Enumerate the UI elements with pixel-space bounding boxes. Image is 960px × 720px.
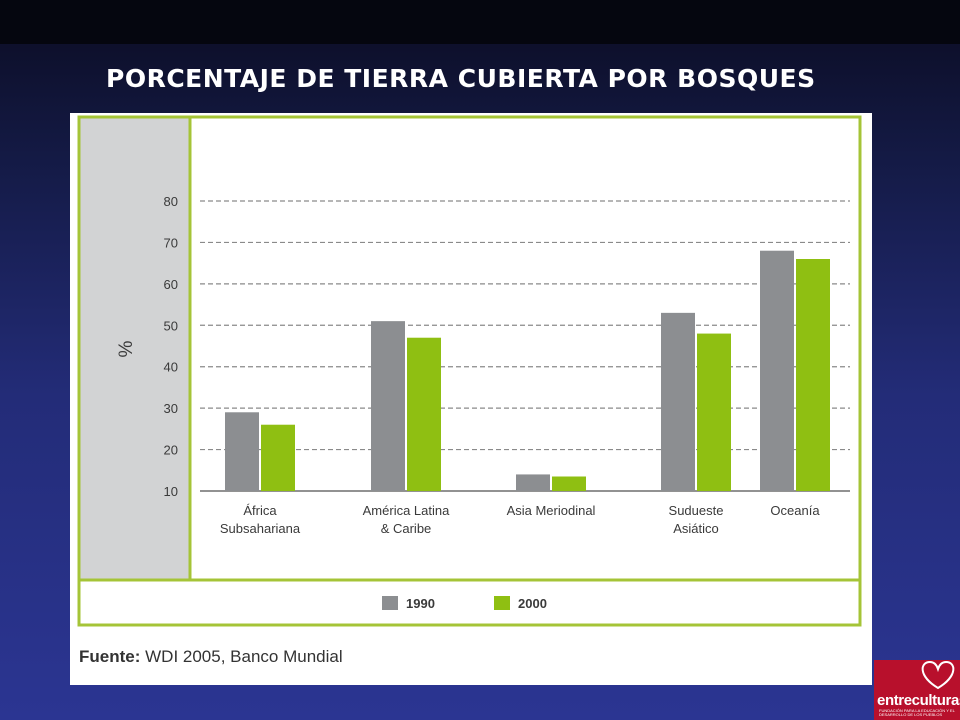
bar-2000-3 (697, 333, 731, 491)
y-tick-label: 70 (164, 235, 178, 250)
heart-icon (921, 660, 955, 690)
source-note: Fuente: WDI 2005, Banco Mundial (79, 647, 343, 667)
category-label: & Caribe (381, 521, 432, 536)
slide-title: PORCENTAJE DE TIERRA CUBIERTA POR BOSQUE… (106, 64, 816, 93)
y-tick-label: 80 (164, 194, 178, 209)
bar-1990-0 (225, 412, 259, 491)
y-axis-label: % (116, 340, 137, 357)
bar-2000-1 (407, 337, 441, 491)
legend-swatch-2000 (494, 596, 510, 610)
bar-1990-1 (371, 321, 405, 491)
category-label: Sudueste (669, 503, 724, 518)
legend-swatch-1990 (382, 596, 398, 610)
source-text: WDI 2005, Banco Mundial (145, 647, 343, 666)
entreculturas-logo: entreculturas FUNDACIÓN PARA LA EDUCACIÓ… (874, 660, 960, 720)
y-tick-label: 30 (164, 401, 178, 416)
category-label: América Latina (363, 503, 450, 518)
chart-panel: 10 20 30 40 50 60 70 80 África Subsahariana Améri… (70, 113, 872, 685)
y-tick-label: 50 (164, 318, 178, 333)
y-tick-label: 40 (164, 360, 178, 375)
logo-tagline: FUNDACIÓN PARA LA EDUCACIÓN Y EL DESARRO… (879, 708, 955, 718)
category-label: Asia Meriodinal (507, 503, 596, 518)
legend-label-1990: 1990 (406, 596, 435, 611)
bar-chart: 10 20 30 40 50 60 70 80 África Subsahariana Améri… (77, 115, 862, 627)
plot-frame (77, 115, 862, 627)
ylabel-column (79, 117, 190, 580)
y-tick-label: 10 (164, 484, 178, 499)
top-bar (0, 0, 960, 44)
y-tick-label: 20 (164, 443, 178, 458)
category-label: África (243, 503, 277, 518)
bar-1990-3 (661, 312, 695, 491)
category-label: Subsahariana (220, 521, 301, 536)
bar-2000-4 (796, 259, 830, 491)
bar-1990-2 (516, 474, 550, 491)
bar-1990-4 (760, 250, 794, 491)
bar-2000-2 (552, 476, 586, 491)
legend-label-2000: 2000 (518, 596, 547, 611)
source-label: Fuente: (79, 647, 141, 666)
bar-2000-0 (261, 424, 295, 491)
y-tick-label: 60 (164, 277, 178, 292)
category-label: Asiático (673, 521, 719, 536)
category-label: Oceanía (770, 503, 820, 518)
logo-name: entreculturas (877, 692, 960, 709)
